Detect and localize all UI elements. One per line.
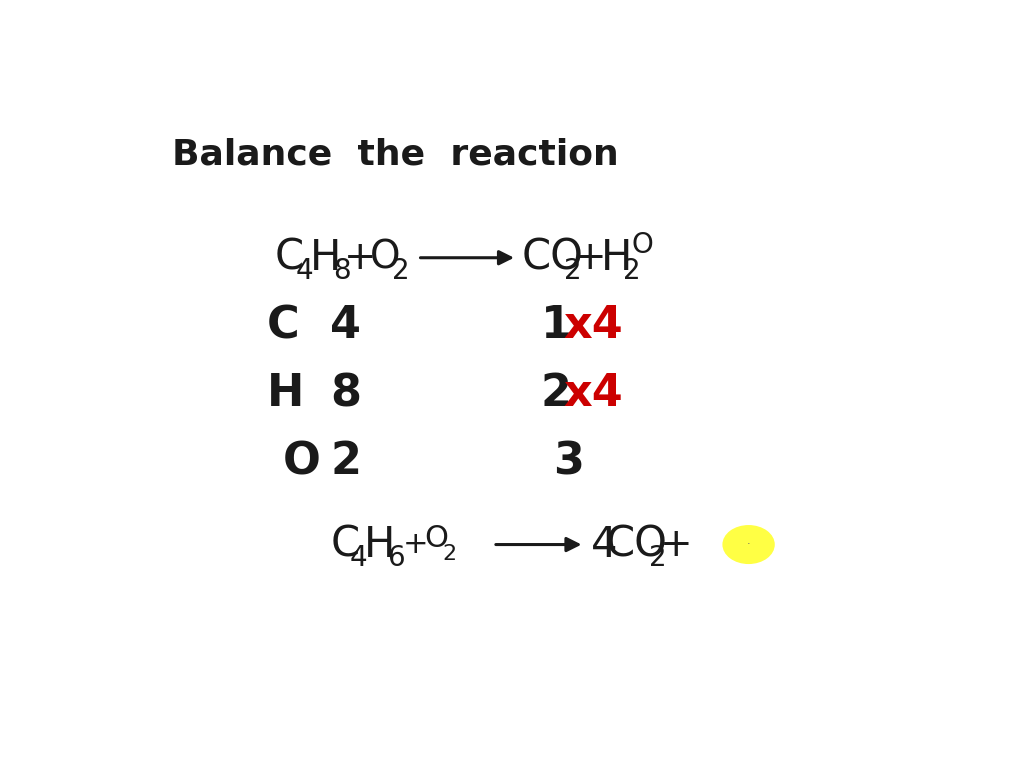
Text: 2: 2 <box>541 372 571 415</box>
Text: 2: 2 <box>563 257 582 285</box>
Text: +: + <box>574 239 606 276</box>
Text: O: O <box>424 524 449 553</box>
Text: 2: 2 <box>392 257 410 285</box>
Text: 2: 2 <box>649 544 667 571</box>
Text: 2: 2 <box>442 544 457 564</box>
Text: ·: · <box>746 540 751 550</box>
Text: +: + <box>402 530 428 559</box>
Text: O: O <box>632 230 653 259</box>
Text: 1: 1 <box>541 304 571 347</box>
Text: O: O <box>283 440 321 483</box>
Text: C: C <box>267 304 300 347</box>
Text: 8: 8 <box>333 257 350 285</box>
Text: 2: 2 <box>331 440 361 483</box>
Text: CO: CO <box>606 524 668 565</box>
Text: x4: x4 <box>563 372 623 415</box>
Text: H: H <box>364 524 395 565</box>
Text: H: H <box>601 237 633 279</box>
Text: H: H <box>267 372 304 415</box>
Text: C: C <box>331 524 359 565</box>
Text: 4: 4 <box>296 257 313 285</box>
Text: H: H <box>309 237 341 279</box>
Circle shape <box>722 525 775 564</box>
Text: 2: 2 <box>624 257 641 285</box>
Text: 4: 4 <box>591 524 617 565</box>
Text: 8: 8 <box>331 372 361 415</box>
Text: 6: 6 <box>387 544 404 571</box>
Text: C: C <box>274 237 304 279</box>
Text: +: + <box>344 239 377 276</box>
Text: 4: 4 <box>349 544 367 571</box>
Text: 4: 4 <box>331 304 361 347</box>
Text: x4: x4 <box>563 304 623 347</box>
Text: CO: CO <box>521 237 584 279</box>
Text: Balance  the  reaction: Balance the reaction <box>172 137 618 171</box>
Text: 3: 3 <box>553 440 584 483</box>
Text: +: + <box>659 525 692 564</box>
Text: O: O <box>370 239 400 276</box>
